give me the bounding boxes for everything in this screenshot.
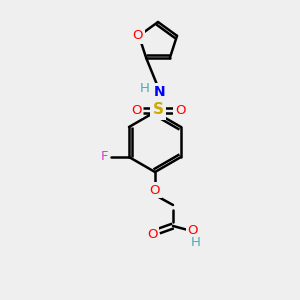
Text: N: N: [154, 85, 166, 99]
Text: O: O: [188, 224, 198, 238]
Text: O: O: [147, 227, 157, 241]
Text: S: S: [152, 103, 164, 118]
Text: O: O: [133, 29, 143, 42]
Text: O: O: [175, 103, 185, 116]
Text: O: O: [150, 184, 160, 196]
Text: H: H: [191, 236, 201, 250]
Text: H: H: [140, 82, 150, 95]
Text: O: O: [131, 103, 141, 116]
Text: F: F: [100, 151, 108, 164]
